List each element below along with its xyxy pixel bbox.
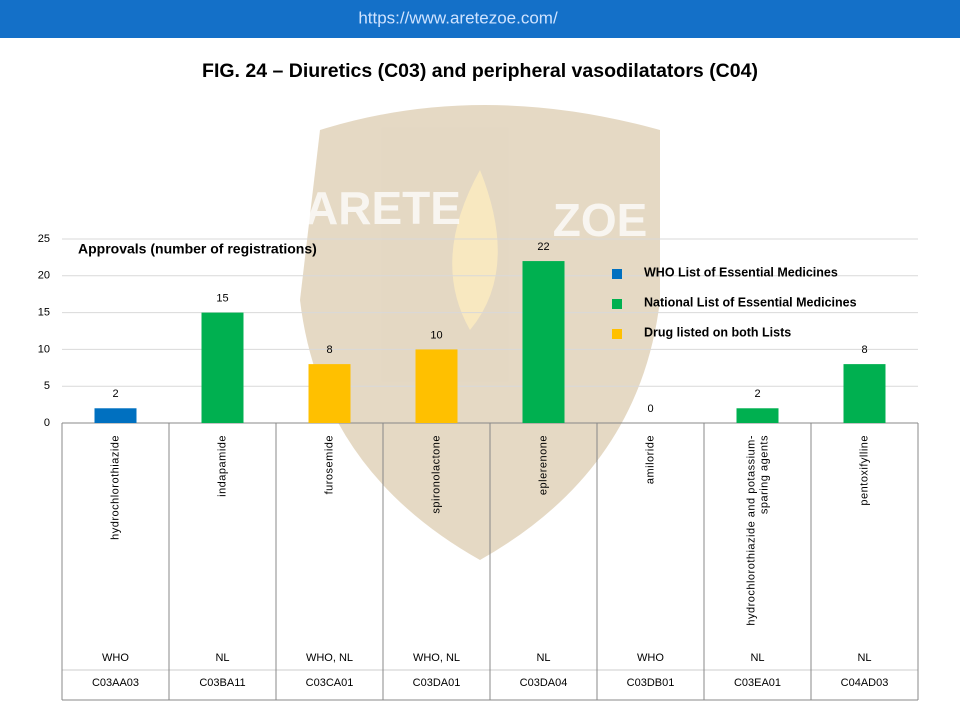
- bar: [201, 312, 244, 423]
- legend-swatch: [612, 329, 622, 339]
- y-tick-label: 10: [38, 343, 50, 355]
- value-label: 15: [216, 293, 228, 305]
- code-label: C04AD03: [841, 677, 889, 689]
- legend-swatch: [612, 269, 622, 279]
- watermark-flame: [452, 170, 498, 330]
- x-tick-label: amiloride: [644, 435, 656, 484]
- legend-swatch: [612, 299, 622, 309]
- value-label: 22: [537, 241, 549, 253]
- bar: [522, 261, 565, 423]
- list-label: WHO: [637, 652, 664, 664]
- value-label: 2: [754, 388, 760, 400]
- value-label: 2: [112, 388, 118, 400]
- x-tick-label: furosemide: [323, 435, 335, 494]
- code-label: C03DB01: [627, 677, 675, 689]
- annotation: Approvals (number of registrations): [78, 241, 317, 257]
- x-tick-label: hydrochlorothiazide and potassium-sparin…: [745, 435, 770, 626]
- watermark-shield: [300, 105, 660, 560]
- y-tick-label: 5: [44, 380, 50, 392]
- code-label: C03AA03: [92, 677, 139, 689]
- bar: [843, 364, 886, 423]
- list-label: WHO: [102, 652, 129, 664]
- bar: [308, 364, 351, 423]
- header-url[interactable]: https://www.aretezoe.com/: [358, 8, 558, 27]
- y-tick-label: 15: [38, 307, 50, 319]
- x-tick-label: indapamide: [216, 435, 228, 497]
- list-label: WHO, NL: [306, 652, 353, 664]
- x-tick-label: spironolactone: [430, 435, 442, 514]
- y-tick-label: 25: [38, 233, 50, 245]
- code-label: C03EA01: [734, 677, 781, 689]
- list-label: NL: [215, 652, 229, 664]
- bar: [415, 349, 458, 423]
- list-label: WHO, NL: [413, 652, 460, 664]
- list-label: NL: [750, 652, 764, 664]
- chart-title: FIG. 24 – Diuretics (C03) and peripheral…: [202, 60, 758, 82]
- bar: [736, 408, 779, 423]
- code-label: C03BA11: [199, 677, 245, 689]
- watermark: [300, 105, 660, 560]
- header-bar: [0, 0, 960, 38]
- legend-label: National List of Essential Medicines: [644, 295, 857, 309]
- x-tick-label: hydrochlorothiazide: [109, 435, 121, 540]
- value-label: 8: [326, 344, 332, 356]
- x-tick-label: eplerenone: [537, 435, 549, 495]
- value-label: 0: [647, 403, 653, 415]
- code-label: C03CA01: [306, 677, 354, 689]
- y-tick-label: 20: [38, 270, 50, 282]
- value-label: 8: [861, 344, 867, 356]
- bar: [94, 408, 137, 423]
- watermark-text: ARETE: [305, 182, 461, 234]
- x-tick-label: pentoxifylline: [858, 435, 870, 506]
- code-label: C03DA04: [520, 677, 568, 689]
- legend-label: Drug listed on both Lists: [644, 325, 791, 339]
- list-label: NL: [536, 652, 550, 664]
- watermark-text: ZOE: [553, 194, 648, 246]
- list-label: NL: [857, 652, 871, 664]
- y-tick-label: 0: [44, 417, 50, 429]
- code-label: C03DA01: [413, 677, 461, 689]
- legend-label: WHO List of Essential Medicines: [644, 265, 838, 279]
- value-label: 10: [430, 329, 442, 341]
